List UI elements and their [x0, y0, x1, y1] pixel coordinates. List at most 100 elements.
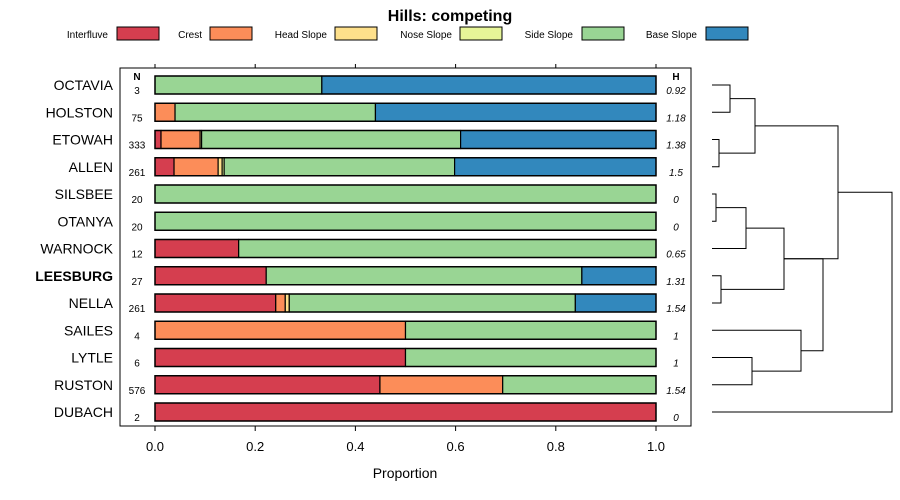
dendrogram-link	[712, 193, 717, 222]
plot-frame	[119, 67, 692, 427]
bar-segment-side-slope	[154, 75, 323, 95]
row-h-value: 1	[673, 359, 679, 370]
dendrogram-link	[719, 98, 756, 154]
row-n-value: 27	[131, 277, 143, 288]
bar-segment-crest	[275, 293, 286, 313]
row-label: NELLA	[69, 295, 114, 311]
legend-label-head-slope: Head Slope	[275, 30, 328, 41]
bar-segment-base-slope	[321, 75, 657, 95]
row-h-value: 1.31	[666, 277, 685, 288]
row-nella: NELLA 261 1.54	[69, 293, 686, 315]
x-tick-label: 0.4	[346, 439, 364, 454]
dendrogram-link	[712, 275, 722, 304]
bar-segment-side-slope	[288, 293, 576, 313]
row-h-value: 1.54	[666, 386, 686, 397]
dendrogram-link	[712, 84, 731, 113]
row-h-value: 0	[673, 413, 679, 424]
legend-label-interfluve: Interfluve	[67, 30, 109, 41]
legend-swatch-side-slope	[581, 26, 625, 41]
legend-label-crest: Crest	[178, 30, 202, 41]
row-warnock: WARNOCK 12 0.65	[40, 238, 686, 261]
row-h-value: 0.92	[666, 86, 686, 97]
n-column-header: N	[133, 72, 140, 83]
x-tick-label: 0.6	[447, 439, 465, 454]
bar-segment-side-slope	[174, 102, 377, 122]
bar-segment-base-slope	[453, 157, 657, 177]
row-n-value: 20	[131, 195, 143, 206]
bar-outline	[154, 293, 657, 313]
legend-swatch-interfluve	[116, 26, 160, 41]
legend-swatch-base-slope	[705, 26, 749, 41]
row-n-value: 6	[134, 359, 140, 370]
bar-segment-interfluve	[154, 266, 267, 286]
bar-segment-crest	[154, 102, 176, 122]
bar-segment-head-slope	[284, 293, 290, 313]
row-label: SILSBEE	[55, 186, 113, 202]
legend-swatch-crest	[209, 26, 253, 41]
bar-segment-interfluve	[154, 375, 381, 395]
h-column-header: H	[672, 72, 679, 83]
row-otanya: OTANYA 20 0	[58, 211, 679, 233]
row-h-value: 1.38	[666, 141, 686, 152]
row-label: ALLEN	[69, 159, 113, 175]
bar-segment-interfluve	[154, 293, 277, 313]
row-h-value: 0.65	[666, 250, 686, 261]
dendrogram-link	[712, 207, 747, 249]
legend-label-base-slope: Base Slope	[646, 30, 698, 41]
bar-segment-side-slope	[404, 320, 657, 340]
bar-outline	[154, 211, 657, 231]
legend: Interfluve Crest Head Slope Nose Slope Side …	[67, 26, 749, 41]
dendrogram-link	[712, 139, 720, 168]
bar-segment-head-slope	[217, 157, 223, 177]
row-label: LEESBURG	[35, 268, 113, 284]
dendrogram-link	[712, 329, 802, 372]
x-tick-label: 0.2	[246, 439, 264, 454]
row-etowah: ETOWAH 333 1.38	[52, 129, 686, 152]
bar-segment-side-slope	[154, 184, 657, 204]
legend-swatch-head-slope	[334, 26, 378, 41]
row-label: RUSTON	[54, 377, 113, 393]
bar-segment-base-slope	[374, 102, 657, 122]
row-n-value: 3	[134, 86, 140, 97]
bar-segment-base-slope	[574, 293, 657, 313]
dendrogram-link	[712, 191, 893, 413]
row-h-value: 1.54	[666, 304, 686, 315]
legend-label-side-slope: Side Slope	[525, 30, 574, 41]
row-h-value: 0	[673, 195, 679, 206]
bar-segment-interfluve	[154, 402, 657, 422]
row-n-value: 75	[131, 113, 143, 124]
bar-segment-interfluve	[154, 157, 175, 177]
rows-group: OCTAVIA 3 0.92 HOLSTON 75 1.18 ETOWAH 333 1.38 AL…	[35, 75, 686, 424]
legend-label-nose-slope: Nose Slope	[400, 30, 452, 41]
row-octavia: OCTAVIA 3 0.92	[54, 75, 686, 97]
bar-segment-side-slope	[265, 266, 583, 286]
bar-segment-base-slope	[581, 266, 657, 286]
x-axis: 0.0 0.2 0.4 0.6 0.8 1.0	[146, 64, 665, 454]
x-tick-label: 0.8	[547, 439, 565, 454]
row-n-value: 12	[131, 250, 143, 261]
row-leesburg: LEESBURG 27 1.31	[35, 266, 686, 288]
row-lytle: LYTLE 6 1	[71, 347, 679, 370]
bar-segment-side-slope	[223, 157, 456, 177]
row-label: WARNOCK	[40, 241, 113, 257]
chart-title: Hills: competing	[388, 8, 512, 25]
bar-outline	[154, 184, 657, 204]
dendrogram-link	[721, 227, 785, 290]
bar-outline	[154, 402, 657, 422]
bar-outline	[154, 238, 657, 259]
row-h-value: 1	[673, 331, 679, 342]
bar-segment-side-slope	[154, 211, 657, 231]
bar-segment-interfluve	[154, 129, 162, 150]
bar-outline	[154, 375, 657, 395]
row-n-value: 261	[129, 304, 146, 315]
row-n-value: 4	[134, 331, 140, 342]
dendrogram-link	[712, 357, 753, 386]
row-ruston: RUSTON 576 1.54	[54, 375, 686, 397]
row-n-value: 20	[131, 222, 143, 233]
bar-segment-crest	[173, 157, 219, 177]
row-label: LYTLE	[71, 350, 113, 366]
dendrogram-link	[784, 258, 824, 352]
bar-outline	[154, 75, 657, 95]
row-label: OCTAVIA	[54, 77, 114, 93]
row-sailes: SAILES 4 1	[64, 320, 679, 342]
